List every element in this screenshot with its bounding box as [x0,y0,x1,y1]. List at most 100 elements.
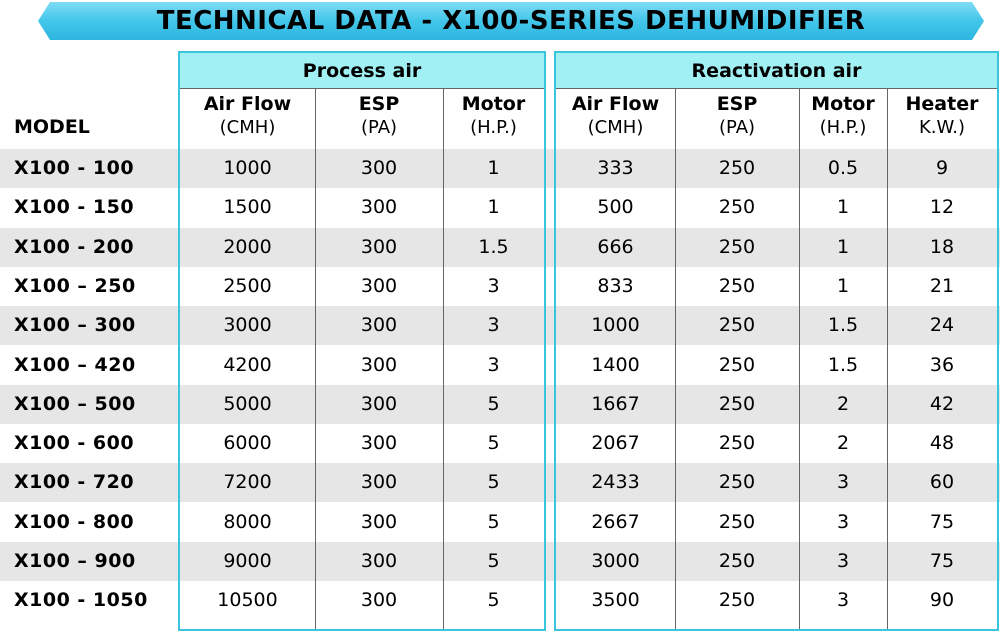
table-cell: 300 [360,589,398,611]
table-cell: 2067 [591,432,640,454]
col-unit: (CMH) [219,117,276,138]
model-cell: X100 - 800 [14,511,135,533]
table-cell: 300 [360,511,398,533]
col-name: ESP [716,93,758,115]
col-name: Air Flow [571,93,660,115]
model-cell: X100 - 200 [14,236,135,258]
table-cell: 1667 [591,393,640,415]
table-cell: 2000 [223,236,272,258]
col-header-react-esp: ESP (PA) [675,92,799,140]
table-cell: 300 [360,196,398,218]
model-cell: X100 - 1050 [14,589,148,611]
table-cell: 1400 [591,354,640,376]
col-header-react-heater: Heater K.W.) [887,92,997,140]
col-name: Heater [905,93,979,115]
col-header-react-airflow: Air Flow (CMH) [556,92,675,140]
model-cell: X100 – 900 [14,550,136,572]
model-cell: X100 – 500 [14,393,136,415]
model-cell: X100 – 300 [14,314,136,336]
table-cell: 18 [929,236,955,258]
table-cell: 1 [487,196,500,218]
table-cell: 3 [836,471,850,493]
divider [315,89,316,630]
table-cell: 3 [487,354,500,376]
table-cell: 1000 [223,157,272,179]
model-cell: X100 - 100 [14,157,135,179]
page-title: TECHNICAL DATA - X100-SERIES DEHUMIDIFIE… [156,6,866,36]
table-cell: 300 [360,314,398,336]
table-cell: 3 [487,275,500,297]
table-cell: 300 [360,275,398,297]
row-stripe [0,228,1000,267]
table-cell: 300 [360,432,398,454]
table-cell: 9000 [223,550,272,572]
table-cell: 3500 [591,589,640,611]
col-name: Motor [461,93,526,115]
table-cell: 300 [360,471,398,493]
table-cell: 250 [718,511,756,533]
table-cell: 1 [836,275,850,297]
col-name: Motor [811,93,875,115]
col-unit: K.W.) [918,117,965,138]
divider [180,88,544,89]
table-cell: 250 [718,314,756,336]
table-cell: 1 [836,236,850,258]
table-cell: 300 [360,550,398,572]
table-cell: 333 [597,157,634,179]
table-cell: 9 [935,157,949,179]
table-cell: 250 [718,275,756,297]
divider [887,89,888,630]
table-cell: 250 [718,393,756,415]
col-unit: (H.P.) [470,117,517,138]
table-cell: 7200 [223,471,272,493]
table-cell: 300 [360,354,398,376]
row-stripe [0,385,1000,424]
table-cell: 250 [718,354,756,376]
table-cell: 300 [360,393,398,415]
group-header-reactivation: Reactivation air [556,53,997,89]
banner-shape [38,2,984,40]
table-cell: 36 [929,354,955,376]
table-cell: 250 [718,550,756,572]
table-cell: 250 [718,196,756,218]
table-cell: 250 [718,471,756,493]
col-header-react-motor: Motor (H.P.) [799,92,887,140]
table-cell: 250 [718,236,756,258]
table-cell: 21 [929,275,955,297]
model-cell: X100 - 720 [14,471,135,493]
table-cell: 250 [718,589,756,611]
table-cell: 5 [487,432,500,454]
table-cell: 1000 [591,314,640,336]
table-cell: 300 [360,236,398,258]
table-cell: 2433 [591,471,640,493]
table-cell: 300 [360,157,398,179]
table-cell: 90 [929,589,955,611]
table-cell: 10500 [217,589,278,611]
table-cell: 48 [929,432,955,454]
row-stripe [0,463,1000,502]
table-cell: 1.5 [827,354,859,376]
divider [799,89,800,630]
col-unit: (CMH) [587,117,644,138]
table-cell: 1 [836,196,850,218]
table-cell: 250 [718,432,756,454]
table-cell: 2 [836,432,850,454]
col-header-process-airflow: Air Flow (CMH) [180,92,315,140]
table-cell: 1.5 [827,314,859,336]
table-cell: 3000 [591,550,640,572]
table-cell: 8000 [223,511,272,533]
col-unit: (H.P.) [819,117,867,138]
group-header-process: Process air [180,53,544,89]
table-cell: 24 [929,314,955,336]
title-banner: TECHNICAL DATA - X100-SERIES DEHUMIDIFIE… [38,2,984,40]
table-cell: 3 [487,314,500,336]
col-header-process-esp: ESP (PA) [315,92,443,140]
table-cell: 60 [929,471,955,493]
table-cell: 75 [929,550,955,572]
table-cell: 5 [487,550,500,572]
divider [443,89,444,630]
table-cell: 250 [718,157,756,179]
table-cell: 5000 [223,393,272,415]
row-stripe [0,306,1000,345]
